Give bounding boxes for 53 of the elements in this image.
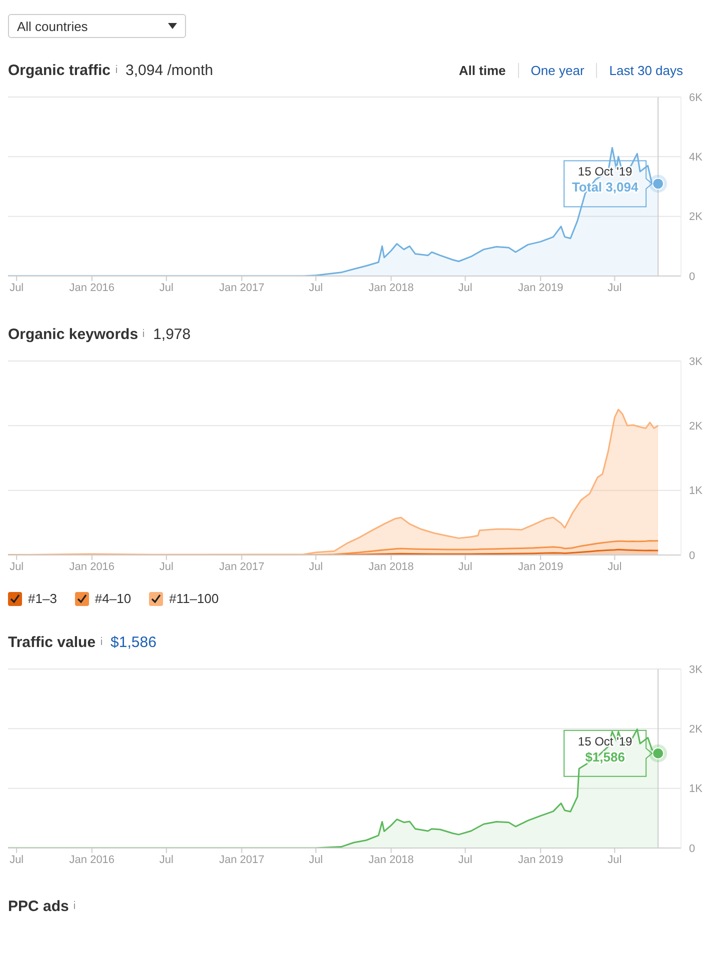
x-tick-label: Jan 2018	[368, 854, 414, 866]
chart-subtitle: 1,978	[153, 326, 191, 343]
y-tick-label: 0	[689, 270, 696, 283]
y-tick-label: 1K	[689, 485, 704, 498]
text: All countries	[17, 18, 88, 34]
x-tick-label: Jul	[159, 854, 174, 866]
text: Last 30 days	[596, 63, 695, 78]
x-tick-label: Jan 2017	[219, 560, 264, 573]
chart-subtitle: $1,586	[110, 634, 156, 651]
text: One year	[518, 63, 596, 78]
x-tick-label: Jul	[608, 854, 622, 866]
chart-title: Organic keywords	[8, 326, 138, 343]
x-tick-label: Jan 2016	[69, 282, 115, 294]
x-tick-label: Jul	[10, 854, 24, 866]
x-tick-label: Jul	[159, 560, 174, 573]
y-tick-label: 2K	[689, 211, 704, 224]
x-tick-label: Jul	[308, 854, 323, 866]
chart-subtitle: 3,094 /month	[126, 62, 214, 79]
legend-label: #1–3	[27, 591, 57, 606]
chart-title: Traffic value	[8, 634, 96, 651]
legend-label: #11–100	[168, 591, 219, 606]
x-tick-label: Jul	[159, 282, 174, 294]
y-tick-label: 6K	[689, 92, 704, 104]
y-tick-label: 2K	[689, 420, 704, 433]
x-tick-label: Jan 2017	[219, 854, 264, 866]
chart-title: Organic traffic	[8, 62, 111, 79]
x-tick-label: Jul	[10, 282, 24, 294]
x-tick-label: Jan 2018	[368, 282, 414, 294]
y-tick-label: 3K	[689, 356, 704, 368]
x-tick-label: Jan 2018	[368, 560, 414, 573]
legend-label: #4–10	[94, 591, 132, 606]
y-tick-label: 2K	[689, 724, 704, 736]
y-tick-label: 0	[689, 550, 696, 562]
y-tick-label: 4K	[689, 152, 704, 164]
x-tick-label: Jul	[608, 282, 622, 294]
text: All time	[458, 63, 507, 78]
x-tick-label: Jan 2019	[518, 560, 564, 573]
x-tick-label: Jan 2019	[518, 854, 564, 866]
x-tick-label: Jan 2017	[219, 282, 264, 294]
y-tick-label: 1K	[689, 783, 704, 796]
x-tick-label: Jul	[10, 560, 24, 573]
x-tick-label: Jul	[608, 560, 622, 573]
x-tick-label: Jan 2019	[518, 282, 564, 294]
x-tick-label: Jan 2016	[69, 854, 115, 866]
x-tick-label: Jul	[458, 560, 472, 573]
x-tick-label: Jul	[308, 282, 323, 294]
x-tick-label: Jul	[458, 282, 472, 294]
y-tick-label: 0	[689, 842, 696, 855]
y-tick-label: 3K	[689, 664, 704, 676]
x-tick-label: Jan 2016	[69, 560, 115, 573]
x-tick-label: Jul	[308, 560, 323, 573]
text: PPC ads	[8, 898, 70, 915]
x-tick-label: Jul	[458, 854, 472, 866]
